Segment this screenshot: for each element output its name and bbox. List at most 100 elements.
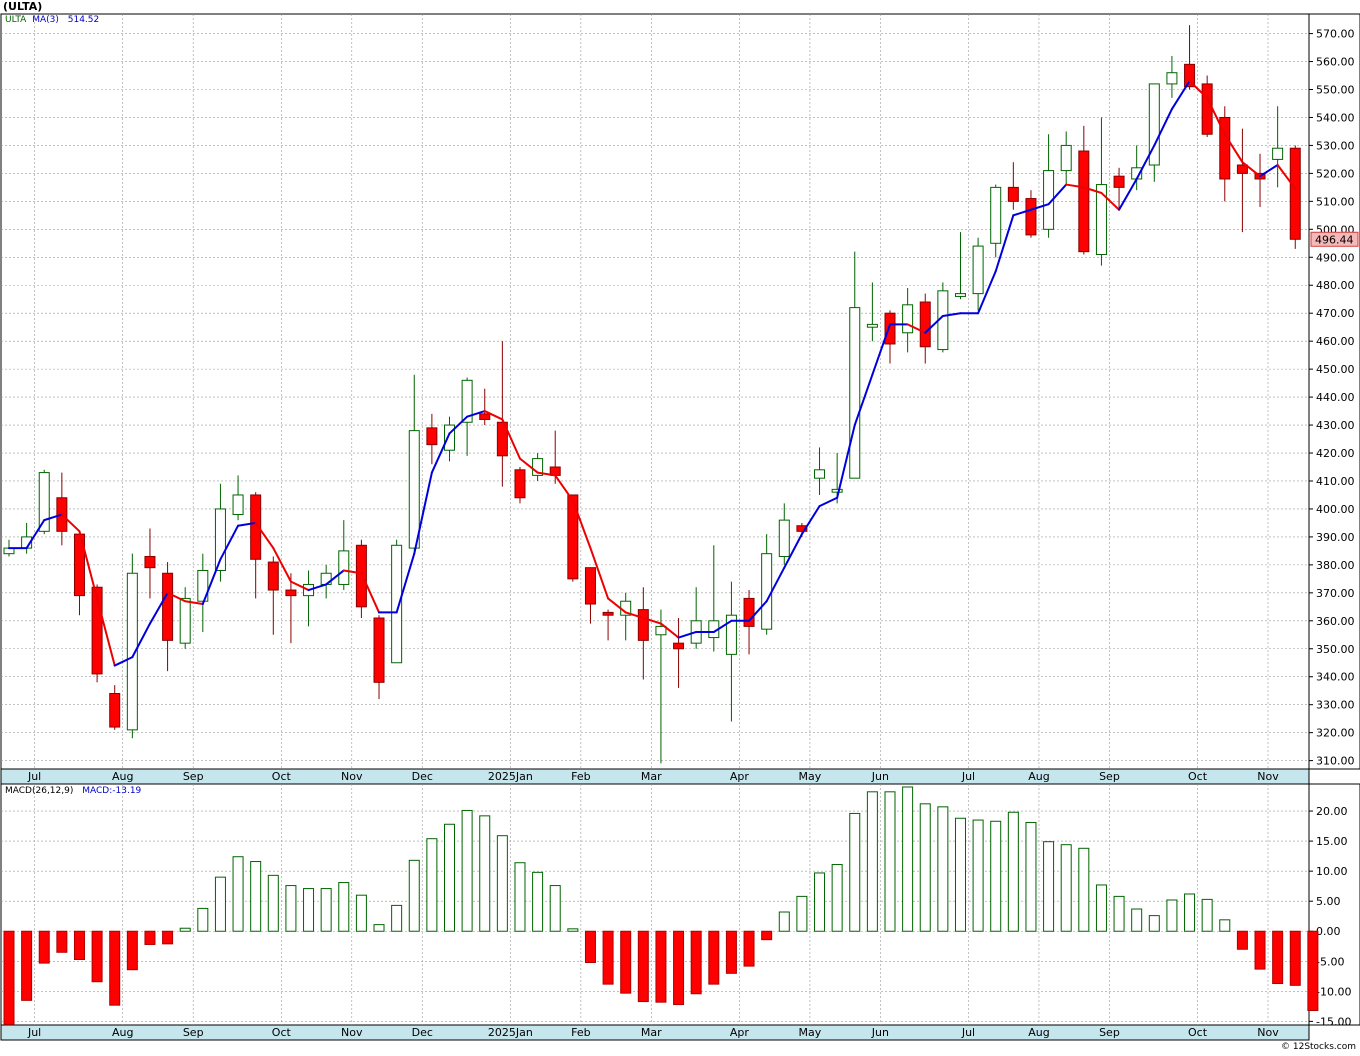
macd-bar xyxy=(373,924,385,932)
macd-bar xyxy=(73,930,85,960)
candle xyxy=(144,528,156,599)
candle-body xyxy=(1007,186,1019,202)
candle-body xyxy=(637,609,649,641)
price-month-label: Nov xyxy=(341,770,363,783)
price-y-tick-label: 480.00 xyxy=(1316,279,1355,292)
macd-month-label: Nov xyxy=(341,1026,363,1039)
price-y-tick-label: 360.00 xyxy=(1316,615,1355,628)
macd-bar xyxy=(725,930,737,974)
macd-bar xyxy=(303,888,315,932)
candle-body xyxy=(1289,147,1301,240)
macd-bar xyxy=(1289,930,1301,986)
ma-segment xyxy=(836,424,856,499)
macd-month-label: Jul xyxy=(961,1026,975,1039)
macd-y-tick-label: 0.00 xyxy=(1316,925,1341,938)
candle-body xyxy=(1236,164,1248,174)
candle xyxy=(937,282,949,353)
ma-segment xyxy=(184,600,204,606)
macd-bar xyxy=(1272,930,1284,985)
ma-segment xyxy=(642,617,662,625)
price-y-tick-label: 550.00 xyxy=(1316,84,1355,97)
ma-segment xyxy=(60,513,81,533)
ma-segment xyxy=(571,499,592,550)
macd-y-tick-label: 5.00 xyxy=(1316,895,1341,908)
price-month-label: Nov xyxy=(1257,770,1279,783)
price-y-tick-label: 340.00 xyxy=(1316,671,1355,684)
ma-segment xyxy=(818,496,839,508)
macd-y-tick-label: -5.00 xyxy=(1316,955,1344,968)
ma-segment xyxy=(1223,133,1244,164)
price-y-tick-label: 520.00 xyxy=(1316,167,1355,180)
candle xyxy=(814,447,826,495)
macd-bar xyxy=(637,930,649,1003)
macd-bar xyxy=(937,806,949,932)
price-y-tick-label: 490.00 xyxy=(1316,251,1355,264)
price-month-label: Sep xyxy=(1099,770,1120,783)
macd-bar xyxy=(532,871,544,932)
candle-body xyxy=(338,550,350,585)
candle xyxy=(725,581,737,722)
candle-body xyxy=(197,569,209,602)
price-y-tick-label: 350.00 xyxy=(1316,643,1355,656)
candle xyxy=(990,184,1002,258)
ma-segment xyxy=(853,373,874,427)
price-month-label: Mar xyxy=(641,770,662,783)
macd-bar xyxy=(849,812,861,932)
ma-segment xyxy=(1276,164,1297,190)
ma-segment xyxy=(536,471,557,477)
candle xyxy=(602,609,614,641)
ma-segment xyxy=(977,270,997,315)
macd-bar xyxy=(1148,915,1160,932)
ma-segment xyxy=(1047,183,1068,206)
macd-bar xyxy=(267,874,279,932)
macd-bar xyxy=(1078,847,1090,932)
ma-segment xyxy=(448,415,469,435)
candle xyxy=(778,503,790,565)
macd-bar xyxy=(620,930,632,994)
macd-bar xyxy=(919,803,931,932)
macd-bar xyxy=(1113,895,1125,932)
ma-segment xyxy=(342,569,363,575)
ma-segment xyxy=(554,474,574,502)
ma-segment xyxy=(1082,186,1103,194)
candle-body xyxy=(1148,83,1160,166)
macd-bar xyxy=(426,838,438,932)
macd-bar xyxy=(355,894,367,932)
candle-body xyxy=(232,494,244,516)
candle-body xyxy=(408,430,420,549)
candle-body xyxy=(655,625,667,636)
macd-bar xyxy=(391,904,403,932)
legend-macd-label: MACD(26,12,9) xyxy=(5,786,74,796)
candle-body xyxy=(285,589,297,597)
macd-month-label: Sep xyxy=(1099,1026,1120,1039)
ma-segment xyxy=(1100,191,1121,211)
ma-segment xyxy=(501,418,521,460)
macd-bar xyxy=(1166,899,1178,932)
ma-segment xyxy=(1012,208,1032,217)
candle xyxy=(38,469,50,535)
ma-segment xyxy=(906,323,927,334)
macd-bar xyxy=(1307,930,1319,1012)
macd-bar xyxy=(814,872,826,932)
candle-body xyxy=(126,572,138,731)
candle xyxy=(197,553,209,632)
macd-bar xyxy=(479,815,491,932)
candle xyxy=(902,288,914,353)
macd-month-label: Jun xyxy=(871,1026,889,1039)
price-y-tick-label: 430.00 xyxy=(1316,419,1355,432)
macd-bar xyxy=(761,930,773,941)
candle xyxy=(408,374,420,551)
candle-body xyxy=(761,553,773,630)
candle-body xyxy=(849,307,861,479)
ma-segment xyxy=(607,597,627,614)
credit-text: © 12Stocks.com xyxy=(1281,1042,1356,1052)
candle-body xyxy=(1272,147,1284,160)
macd-y-tick-label: 15.00 xyxy=(1316,835,1348,848)
candle xyxy=(232,475,244,521)
ma-segment xyxy=(148,591,169,625)
macd-bar xyxy=(126,930,138,971)
price-y-tick-label: 470.00 xyxy=(1316,307,1355,320)
candle-body xyxy=(38,472,50,532)
macd-bar xyxy=(866,791,878,932)
